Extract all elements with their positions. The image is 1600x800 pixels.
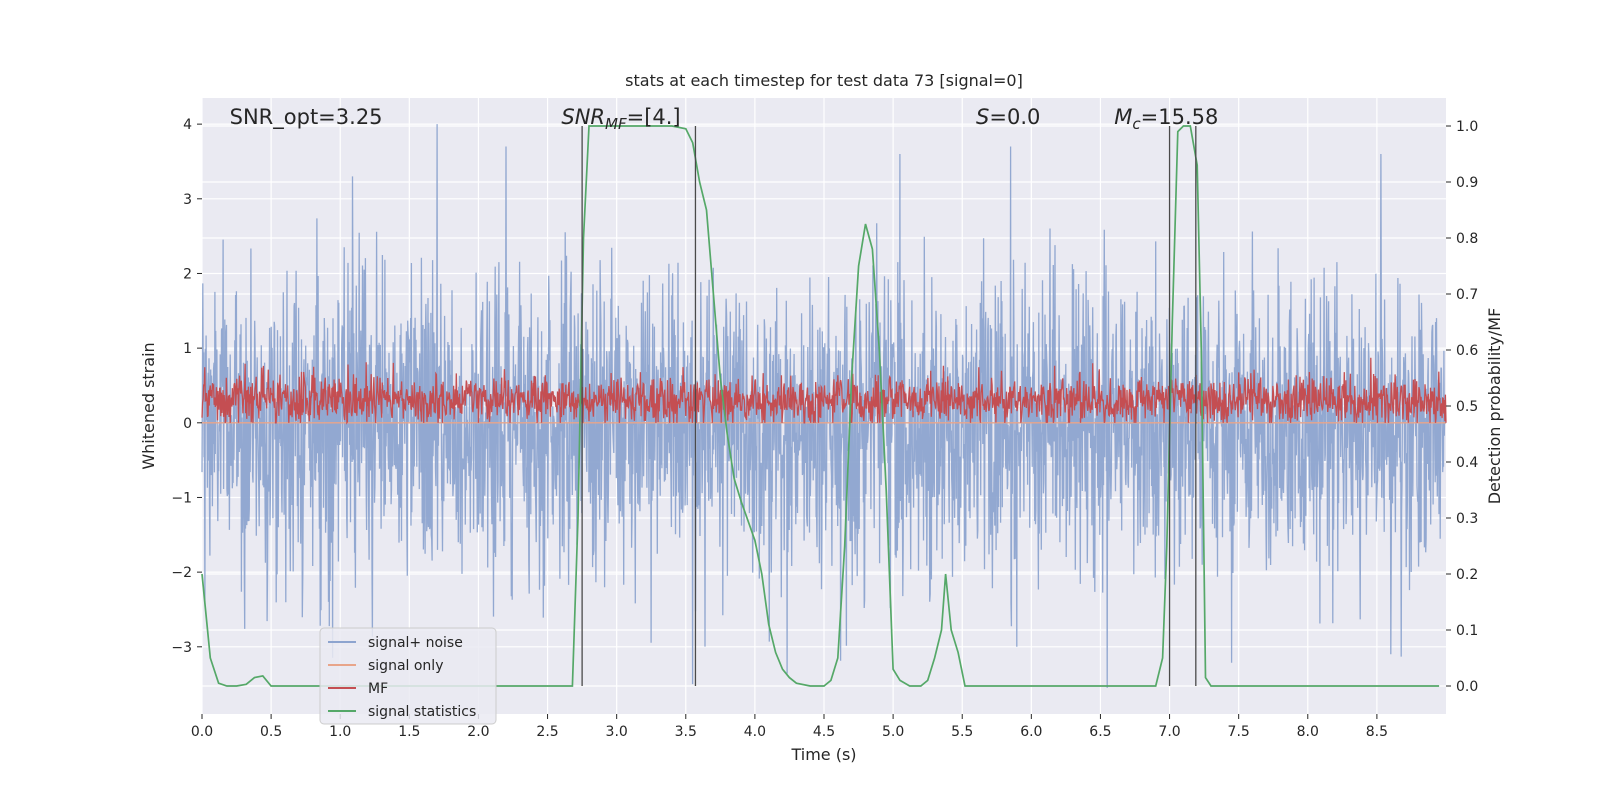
x-tick-label: 5.0 [882,724,904,740]
y-tick-label: 2 [183,266,192,282]
y2-tick-label: 0.6 [1456,343,1478,359]
y2-axis-label: Detection probability/MF [1485,308,1504,505]
y-tick-label: −2 [171,565,192,581]
y2-tick-label: 0.4 [1456,455,1478,471]
y-tick-label: 1 [183,341,192,357]
y-tick-label: 3 [183,192,192,208]
legend-entry-label: signal only [368,658,443,674]
y2-tick-label: 0.8 [1456,231,1478,247]
y-tick-label: −1 [171,490,192,506]
y2-tick-label: 0.5 [1456,399,1478,415]
x-tick-label: 7.5 [1228,724,1250,740]
x-tick-label: 6.0 [1020,724,1042,740]
x-tick-label: 3.5 [675,724,697,740]
y2-tick-label: 0.2 [1456,567,1478,583]
x-tick-label: 5.5 [951,724,973,740]
x-tick-label: 6.5 [1089,724,1111,740]
y2-tick-label: 0.3 [1456,511,1478,527]
y2-tick-label: 0.9 [1456,175,1478,191]
x-tick-label: 4.5 [813,724,835,740]
x-tick-label: 2.0 [467,724,489,740]
legend-entry-label: MF [368,681,388,697]
x-axis-label: Time (s) [790,745,856,764]
legend-entry-label: signal statistics [368,704,476,720]
x-tick-label: 7.0 [1158,724,1180,740]
x-tick-label: 0.5 [260,724,282,740]
x-tick-label: 2.5 [536,724,558,740]
series-mf [201,357,1447,425]
y2-tick-label: 0.0 [1456,679,1478,695]
y2-tick-label: 1.0 [1456,119,1478,135]
legend: signal+ noise signal only MF signal statist… [319,627,497,725]
legend-box [319,627,497,725]
x-tick-label: 3.0 [606,724,628,740]
y-tick-label: −3 [171,640,192,656]
y-tick-label: 0 [183,416,192,432]
y-tick-label: 4 [183,117,192,133]
y2-tick-label: 0.1 [1456,623,1478,639]
series-signal-noise [201,124,1447,688]
annotation-label: S=0.0 [976,105,1040,129]
annotation-label: SNR_opt=3.25 [230,105,383,130]
legend-entry-label: signal+ noise [368,635,463,651]
x-tick-label: 1.0 [329,724,351,740]
y-axis-label: Whitened strain [139,342,158,469]
series-path [201,124,1447,688]
series-path [201,357,1447,425]
x-tick-label: 0.0 [191,724,213,740]
y2-tick-label: 0.7 [1456,287,1478,303]
x-tick-label: 4.0 [744,724,766,740]
x-tick-label: 8.5 [1366,724,1388,740]
x-tick-label: 1.5 [398,724,420,740]
annotation-label: Mc=15.58 [1114,105,1218,133]
chart-title: stats at each timestep for test data 73 … [625,71,1023,90]
x-tick-label: 8.0 [1297,724,1319,740]
annotation-label: SNRMF=[4.] [561,105,680,133]
